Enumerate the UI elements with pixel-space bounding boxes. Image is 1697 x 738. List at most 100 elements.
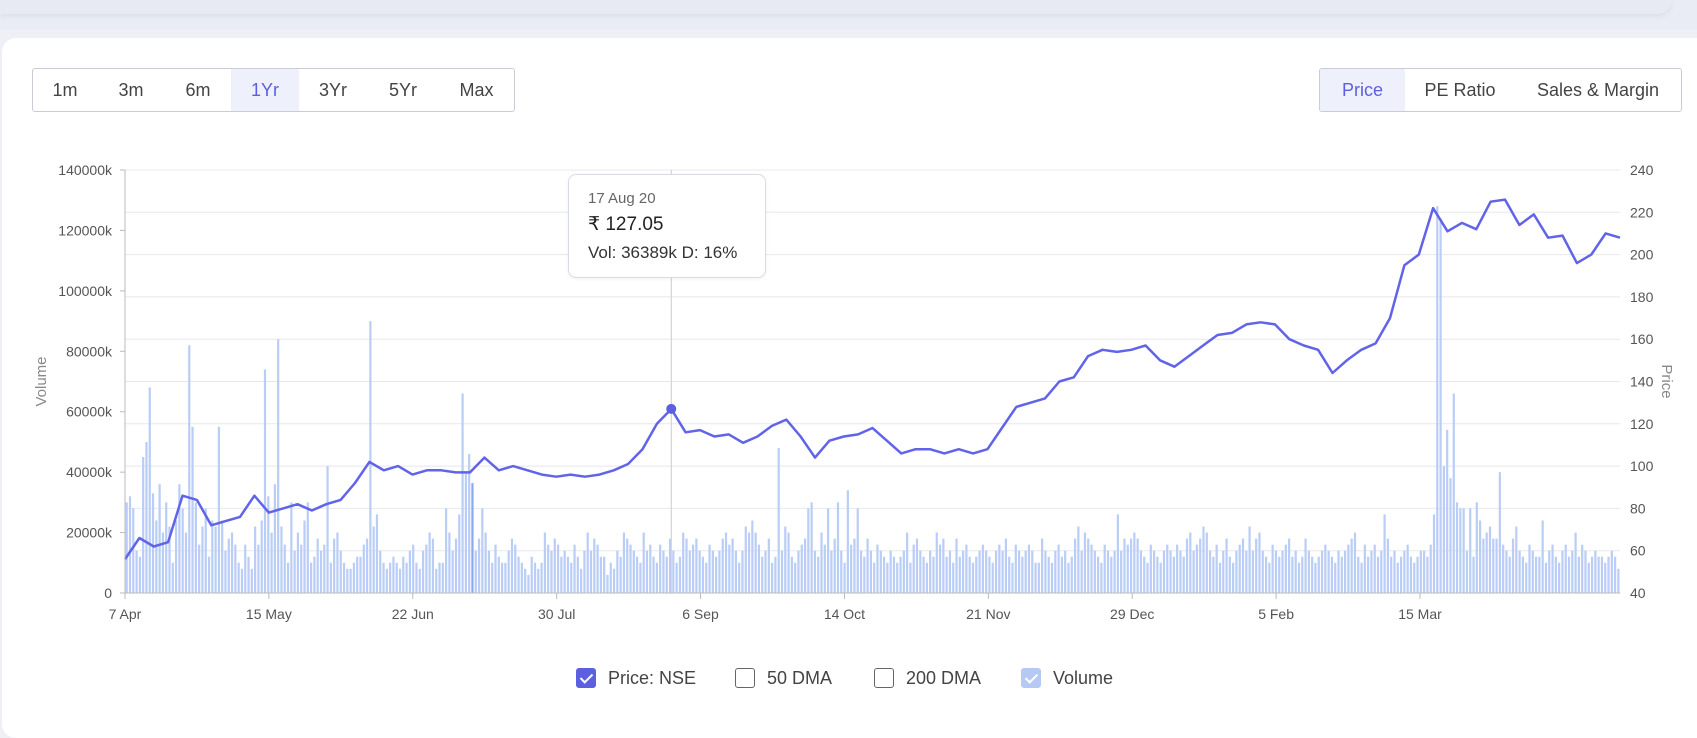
checkbox-icon[interactable] [576, 668, 596, 688]
volume-bar [698, 550, 701, 593]
volume-bar [1153, 550, 1156, 593]
volume-bar [530, 556, 533, 593]
volume-bar [342, 562, 346, 593]
volume-bar [224, 550, 227, 593]
legend-volume[interactable]: Volume [1021, 664, 1113, 692]
volume-bar [326, 466, 329, 593]
volume-bar [398, 568, 402, 593]
volume-bar [1495, 538, 1498, 593]
volume-bar [1057, 544, 1060, 593]
checkbox-icon[interactable] [874, 668, 894, 688]
range-max[interactable]: Max [459, 80, 494, 100]
volume-bar [711, 550, 714, 593]
volume-bar [649, 544, 652, 593]
volume-bar [1330, 556, 1334, 593]
volume-bar [504, 562, 507, 593]
left-tick-label: 80000k [66, 343, 113, 359]
volume-bar [198, 544, 201, 593]
checkbox-icon[interactable] [1021, 668, 1041, 688]
volume-bar [1505, 550, 1508, 593]
volume-bar [1255, 538, 1258, 593]
volume-bar [965, 544, 968, 593]
volume-bar [892, 556, 896, 593]
range-1m[interactable]: 1m [52, 80, 78, 100]
left-tick-label: 100000k [58, 283, 113, 299]
volume-bar [527, 574, 530, 593]
volume-bar [1129, 538, 1133, 593]
right-tick-label: 60 [1630, 543, 1646, 559]
volume-bar [254, 526, 257, 593]
legend-200-dma[interactable]: 200 DMA [874, 664, 981, 692]
volume-bar [1538, 556, 1541, 593]
range-5yr[interactable]: 5Yr [388, 80, 417, 100]
volume-bar [945, 556, 948, 593]
volume-bar [1050, 562, 1054, 593]
volume-bar [1090, 544, 1093, 593]
volume-bar [283, 544, 286, 593]
volume-bar [408, 550, 411, 593]
y-axis-title-price: Price [1658, 364, 1675, 398]
metric-price[interactable]: Price [1320, 69, 1405, 111]
volume-bar [415, 562, 418, 593]
volume-bar [985, 550, 988, 593]
volume-bar [728, 544, 731, 593]
volume-bar [310, 562, 313, 593]
volume-bar [221, 520, 224, 593]
volume-bar [998, 544, 1001, 593]
x-tick-label: 5 Feb [1258, 606, 1294, 622]
volume-bar [563, 550, 566, 593]
volume-bar [468, 454, 471, 593]
volume-bar [823, 544, 826, 593]
volume-bar [761, 556, 764, 593]
metric-sales-margin[interactable]: Sales & Margin [1536, 80, 1660, 100]
volume-bar [145, 441, 148, 593]
range-3yr[interactable]: 3Yr [318, 80, 347, 100]
price-volume-chart[interactable]: 0 20000k 40000k 60000k 80000k 100000k 120000k 1… [0, 150, 1697, 650]
volume-bar [151, 493, 155, 593]
volume-bar [247, 556, 250, 593]
volume-bar [1054, 550, 1057, 593]
volume-bar [1343, 550, 1347, 593]
volume-bar [250, 568, 253, 593]
volume-bar [662, 550, 665, 593]
volume-bar [1614, 556, 1617, 593]
volume-bar [1123, 538, 1126, 593]
volume-bar [1169, 550, 1172, 593]
volume-bar [1008, 556, 1011, 593]
left-tick-label: 20000k [66, 525, 113, 541]
volume-bar [691, 544, 695, 593]
volume-bar [1073, 538, 1077, 593]
legend-50-dma[interactable]: 50 DMA [735, 664, 832, 692]
volume-bar [125, 502, 128, 593]
volume-bar [915, 538, 919, 593]
volume-bar [1199, 538, 1202, 593]
metric-pe-ratio[interactable]: PE Ratio [1424, 80, 1496, 100]
volume-bar [639, 562, 642, 593]
volume-bar [708, 544, 711, 593]
legend-price-nse[interactable]: Price: NSE [576, 664, 696, 692]
volume-bar [375, 514, 379, 593]
volume-bar [1446, 429, 1449, 593]
range-3m[interactable]: 3m [118, 80, 144, 100]
volume-bar [1317, 556, 1320, 593]
volume-bar [938, 544, 942, 593]
volume-bar [1172, 556, 1175, 593]
volume-bar [1185, 538, 1189, 593]
range-6m[interactable]: 6m [185, 80, 211, 100]
volume-bar [425, 544, 428, 593]
checkbox-icon[interactable] [735, 668, 755, 688]
volume-bar [1482, 538, 1485, 593]
left-tick-label: 120000k [58, 222, 113, 238]
range-1yr[interactable]: 1Yr [231, 69, 299, 111]
x-tick-label: 15 May [246, 606, 292, 622]
volume-bar [477, 538, 481, 593]
right-tick-label: 80 [1630, 500, 1646, 516]
volume-bar [935, 532, 938, 593]
volume-bar [1551, 544, 1554, 593]
volume-bar [1488, 526, 1492, 593]
volume-bar [1011, 562, 1014, 593]
volume-bar [820, 532, 823, 593]
volume-bar [1212, 556, 1215, 593]
volume-bar [695, 538, 698, 593]
chart-tooltip: 17 Aug 20 ₹ 127.05 Vol: 36389k D: 16% [568, 174, 766, 278]
